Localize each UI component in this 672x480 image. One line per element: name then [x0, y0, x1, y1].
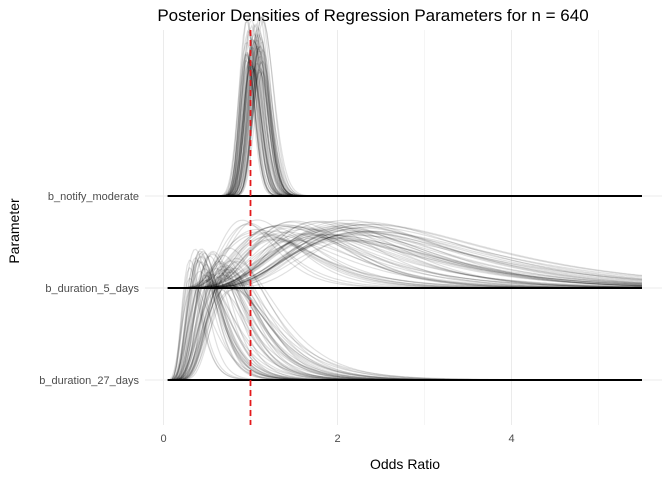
x-tick-label-0: 0: [160, 433, 166, 445]
density-b_duration_5_days-16: [167, 234, 643, 289]
x-axis-title: Odds Ratio: [370, 456, 440, 472]
density-b_duration_5_days-42: [167, 234, 643, 289]
density-b_duration_5_days-20: [167, 225, 643, 289]
density-b_duration_5_days-6: [167, 228, 643, 289]
density-b_duration_5_days-14: [167, 225, 642, 289]
density-b_duration_5_days-36: [167, 240, 643, 289]
density-b_duration_5_days-2: [167, 225, 642, 289]
y-tick-labels: b_duration_27_days b_duration_5_days b_not…: [39, 191, 139, 387]
density-b_duration_5_days-40: [167, 230, 643, 289]
density-b_duration_5_days-21: [167, 221, 643, 289]
density-b_duration_5_days-1: [167, 229, 643, 289]
y-tick-label-1: b_duration_5_days: [45, 283, 139, 295]
density-b_duration_5_days-46: [167, 219, 643, 289]
density-b_duration_5_days-4: [167, 238, 642, 289]
density-b_duration_5_days-26: [167, 224, 643, 289]
x-tick-label-2: 4: [508, 433, 514, 445]
density-b_duration_5_days-48: [167, 226, 643, 289]
density-b_duration_5_days-37: [167, 223, 643, 289]
density-b_duration_5_days-8: [167, 220, 642, 289]
density-b_duration_5_days-58: [167, 226, 642, 289]
y-tick-label-0: b_duration_27_days: [39, 375, 139, 387]
baselines: [167, 195, 642, 381]
density-b_duration_5_days-19: [167, 226, 642, 289]
density-b_duration_5_days-3: [167, 237, 642, 289]
y-tick-label-2: b_notify_moderate: [48, 191, 139, 203]
density-b_duration_5_days-15: [167, 230, 643, 289]
density-b_duration_5_days-39: [167, 230, 643, 289]
density-b_duration_5_days-11: [167, 220, 642, 289]
density-b_duration_5_days-5: [167, 233, 642, 289]
density-b_duration_5_days-10: [167, 240, 642, 289]
density-b_duration_5_days-30: [167, 236, 643, 289]
density-b_duration_5_days-54: [167, 227, 643, 289]
x-tick-label-1: 2: [334, 433, 340, 445]
density-curves: [167, 15, 643, 381]
density-b_duration_5_days-25: [167, 236, 643, 289]
density-b_duration_5_days-24: [167, 224, 643, 289]
chart-title: Posterior Densities of Regression Parame…: [157, 6, 588, 25]
density-b_duration_5_days-47: [167, 222, 643, 289]
density-b_duration_5_days-55: [167, 223, 643, 289]
density-b_duration_5_days-9: [167, 232, 643, 289]
y-axis-title: Parameter: [6, 198, 22, 264]
density-b_duration_5_days-23: [167, 235, 643, 289]
density-b_duration_5_days-12: [167, 231, 643, 289]
density-b_duration_5_days-44: [167, 233, 643, 289]
density-b_duration_5_days-17: [167, 227, 643, 289]
density-b_duration_5_days-50: [167, 221, 642, 289]
density-b_duration_5_days-34: [167, 234, 643, 289]
density-b_duration_5_days-41: [167, 230, 642, 289]
density-b_duration_5_days-32: [167, 228, 642, 289]
x-tick-labels: 0 2 4: [160, 433, 514, 445]
